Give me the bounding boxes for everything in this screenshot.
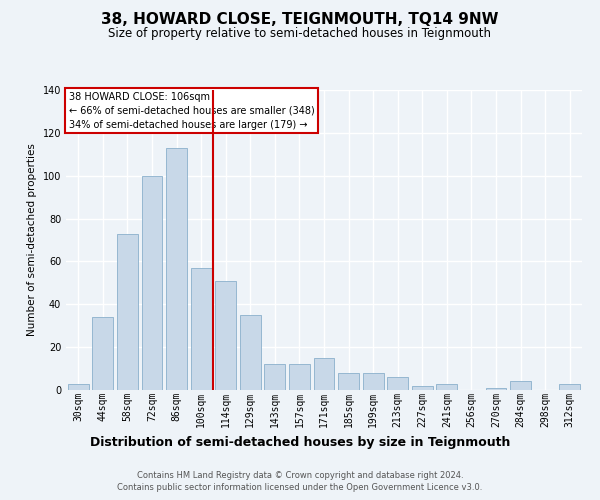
Bar bbox=[191, 268, 212, 390]
Text: Contains HM Land Registry data © Crown copyright and database right 2024.: Contains HM Land Registry data © Crown c… bbox=[137, 471, 463, 480]
Bar bbox=[362, 373, 383, 390]
Bar bbox=[510, 382, 531, 390]
Text: Size of property relative to semi-detached houses in Teignmouth: Size of property relative to semi-detach… bbox=[109, 28, 491, 40]
Bar bbox=[240, 315, 261, 390]
Bar bbox=[338, 373, 359, 390]
Text: 38 HOWARD CLOSE: 106sqm
← 66% of semi-detached houses are smaller (348)
34% of s: 38 HOWARD CLOSE: 106sqm ← 66% of semi-de… bbox=[68, 92, 314, 130]
Bar bbox=[412, 386, 433, 390]
Bar bbox=[289, 364, 310, 390]
Bar bbox=[117, 234, 138, 390]
Bar bbox=[559, 384, 580, 390]
Bar bbox=[166, 148, 187, 390]
Bar bbox=[485, 388, 506, 390]
Text: 38, HOWARD CLOSE, TEIGNMOUTH, TQ14 9NW: 38, HOWARD CLOSE, TEIGNMOUTH, TQ14 9NW bbox=[101, 12, 499, 28]
Bar bbox=[314, 358, 334, 390]
Bar bbox=[92, 317, 113, 390]
Text: Contains public sector information licensed under the Open Government Licence v3: Contains public sector information licen… bbox=[118, 484, 482, 492]
Bar bbox=[142, 176, 163, 390]
Bar bbox=[215, 280, 236, 390]
Bar bbox=[68, 384, 89, 390]
Bar bbox=[265, 364, 286, 390]
Text: Distribution of semi-detached houses by size in Teignmouth: Distribution of semi-detached houses by … bbox=[90, 436, 510, 449]
Bar bbox=[387, 377, 408, 390]
Y-axis label: Number of semi-detached properties: Number of semi-detached properties bbox=[27, 144, 37, 336]
Bar bbox=[436, 384, 457, 390]
